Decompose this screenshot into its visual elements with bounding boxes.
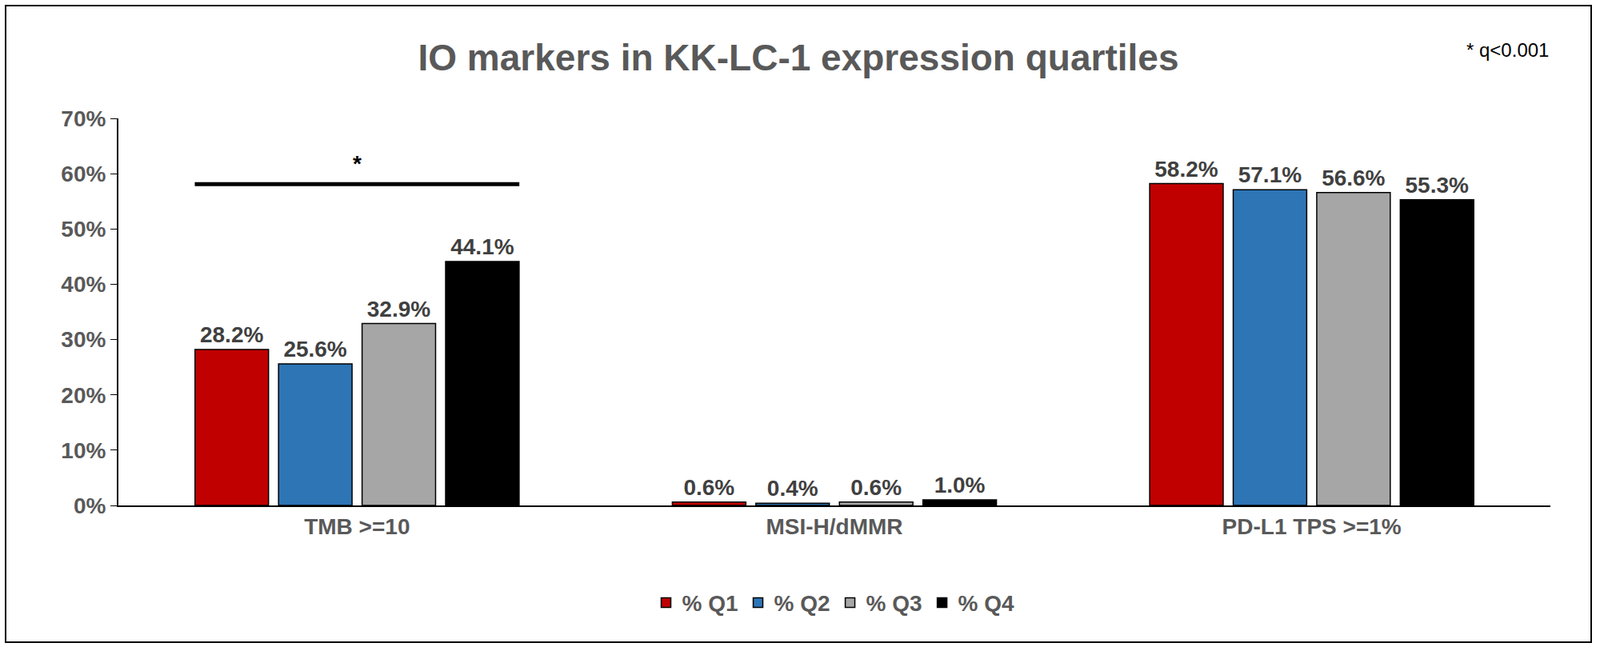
svg-text:0.6%: 0.6% bbox=[683, 475, 735, 500]
svg-text:25.6%: 25.6% bbox=[283, 336, 347, 362]
svg-text:20%: 20% bbox=[60, 383, 106, 408]
svg-text:IO markers in KK-LC-1 expressi: IO markers in KK-LC-1 expression quartil… bbox=[418, 36, 1180, 79]
svg-text:TMB >=10: TMB >=10 bbox=[304, 514, 410, 540]
svg-text:30%: 30% bbox=[60, 327, 106, 352]
svg-text:PD-L1 TPS >=1%: PD-L1 TPS >=1% bbox=[1222, 514, 1402, 540]
svg-text:70%: 70% bbox=[60, 106, 106, 132]
svg-text:55.3%: 55.3% bbox=[1405, 172, 1469, 198]
svg-text:% Q1: % Q1 bbox=[682, 591, 739, 616]
svg-text:50%: 50% bbox=[60, 216, 106, 242]
svg-text:40%: 40% bbox=[60, 272, 106, 297]
svg-text:*: * bbox=[352, 151, 362, 176]
svg-text:56.6%: 56.6% bbox=[1321, 165, 1385, 191]
svg-text:0%: 0% bbox=[73, 493, 107, 519]
svg-text:58.2%: 58.2% bbox=[1154, 156, 1218, 182]
svg-text:10%: 10% bbox=[60, 438, 106, 464]
svg-text:60%: 60% bbox=[60, 161, 106, 187]
svg-text:0.6%: 0.6% bbox=[850, 475, 902, 500]
svg-text:% Q3: % Q3 bbox=[866, 591, 923, 616]
svg-text:1.0%: 1.0% bbox=[934, 472, 986, 498]
svg-text:44.1%: 44.1% bbox=[450, 234, 514, 260]
svg-text:MSI-H/dMMR: MSI-H/dMMR bbox=[765, 514, 903, 540]
svg-text:* q<0.001: * q<0.001 bbox=[1466, 39, 1549, 61]
svg-text:% Q2: % Q2 bbox=[774, 591, 831, 616]
svg-text:57.1%: 57.1% bbox=[1238, 162, 1302, 188]
svg-text:32.9%: 32.9% bbox=[367, 296, 431, 322]
svg-text:% Q4: % Q4 bbox=[958, 591, 1015, 616]
svg-text:28.2%: 28.2% bbox=[200, 322, 264, 348]
svg-text:0.4%: 0.4% bbox=[767, 476, 819, 501]
